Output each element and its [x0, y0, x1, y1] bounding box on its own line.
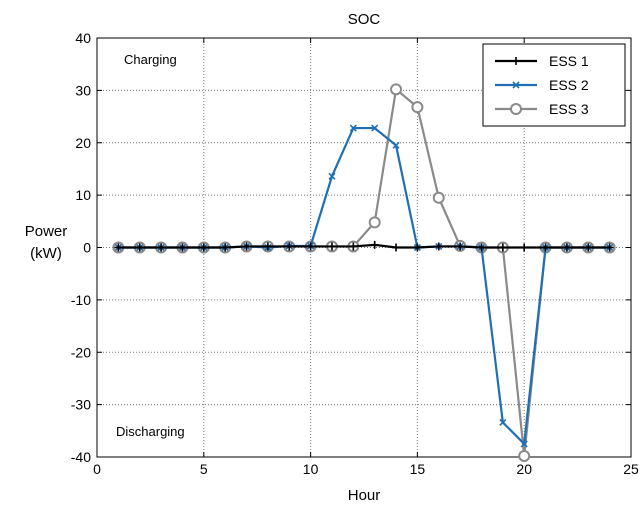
data-point [477, 243, 486, 252]
y-tick-label: -10 [71, 292, 91, 308]
data-point [135, 243, 144, 252]
data-point [263, 242, 272, 251]
axis-ticks: 0 5 10 15 20 25 -40 -30 -20 -10 0 10 20 30 40 [71, 30, 639, 477]
data-point [518, 449, 531, 462]
x-tick-label: 10 [303, 461, 319, 477]
data-point [413, 243, 422, 252]
data-point [306, 242, 315, 251]
x-tick-label: 20 [516, 461, 532, 477]
x-axis-label: Hour [348, 487, 381, 504]
y-tick-label: 40 [75, 30, 91, 46]
legend-label: ESS 1 [549, 53, 589, 69]
data-point [370, 240, 379, 249]
data-point [349, 242, 358, 251]
data-point [411, 101, 424, 114]
data-point [432, 191, 445, 204]
data-point [221, 243, 230, 252]
data-point [605, 243, 614, 252]
legend-label: ESS 3 [549, 101, 589, 117]
data-point [520, 243, 529, 252]
series-ess-2 [114, 124, 614, 448]
data-point [499, 418, 507, 426]
series-ess-1 [114, 240, 614, 252]
series-group [112, 83, 616, 462]
annotation-charging: Charging [124, 52, 177, 67]
data-point [392, 141, 400, 149]
x-tick-label: 0 [93, 461, 101, 477]
legend: ESS 1 ESS 2 ESS 3 [482, 43, 626, 127]
data-point [541, 243, 550, 252]
data-point [157, 243, 166, 252]
legend-label: ESS 2 [549, 77, 589, 93]
data-point [456, 242, 465, 251]
y-tick-label: 0 [83, 240, 91, 256]
y-tick-label: -20 [71, 344, 91, 360]
data-point [390, 83, 403, 96]
data-point [520, 440, 528, 448]
y-tick-label: -30 [71, 397, 91, 413]
data-point [562, 243, 571, 252]
data-point [199, 243, 208, 252]
annotation-discharging: Discharging [116, 424, 185, 439]
data-point [512, 57, 520, 65]
y-tick-label: 10 [75, 187, 91, 203]
y-axis-label-line2: (kW) [30, 245, 62, 262]
chart-title: SOC [348, 11, 381, 28]
y-tick-label: 30 [75, 82, 91, 98]
series-line [118, 87, 610, 457]
data-point [285, 242, 294, 251]
data-point [114, 243, 123, 252]
legend-item: ESS 1 [495, 53, 589, 69]
data-point [512, 81, 520, 89]
data-point [584, 243, 593, 252]
data-point [371, 124, 379, 132]
y-tick-label: 20 [75, 135, 91, 151]
data-point [327, 242, 336, 251]
data-point [178, 243, 187, 252]
y-tick-label: -40 [71, 449, 91, 465]
data-point [498, 243, 507, 252]
x-tick-label: 5 [200, 461, 208, 477]
x-tick-label: 15 [410, 461, 426, 477]
data-point [368, 216, 381, 229]
series-line [118, 126, 610, 447]
data-point [349, 124, 357, 132]
data-point [510, 103, 522, 115]
data-point [328, 172, 336, 180]
legend-item: ESS 2 [495, 77, 589, 93]
data-point [392, 243, 401, 252]
data-point [242, 242, 251, 251]
y-axis-label-line1: Power [25, 223, 68, 240]
x-tick-label: 25 [623, 461, 639, 477]
data-point [434, 242, 443, 251]
legend-item: ESS 3 [495, 101, 589, 117]
